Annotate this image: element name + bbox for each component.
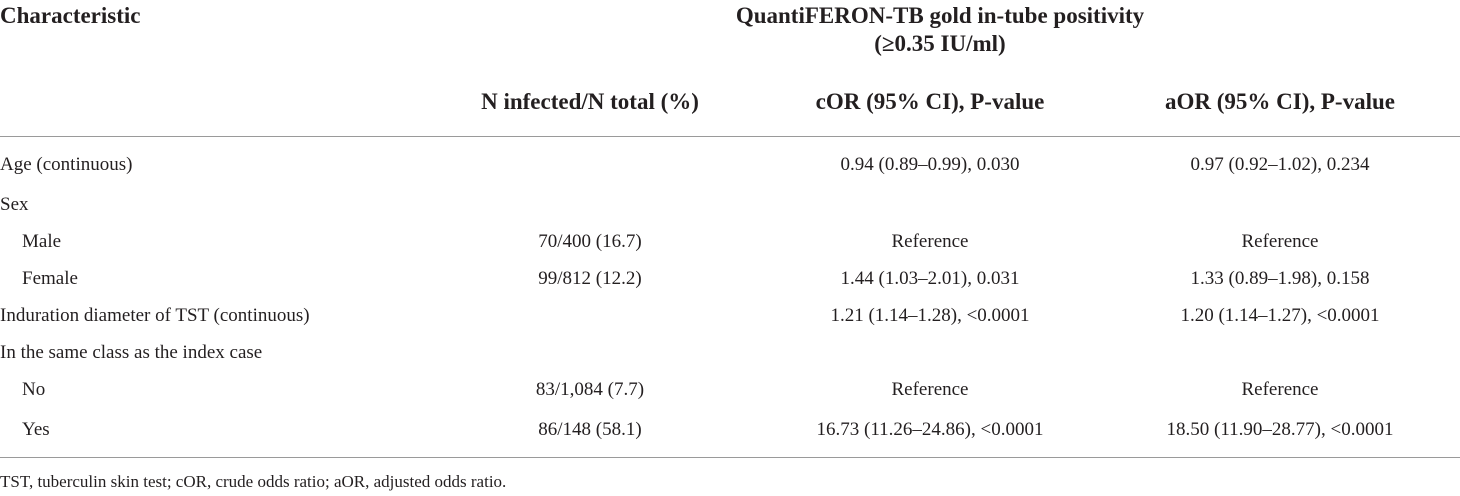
n-infected-cell: 70/400 (16.7) (538, 230, 642, 252)
n-infected-cell (420, 334, 760, 371)
aor-cell: Reference (1241, 230, 1319, 252)
table-row: In the same class as the index case (0, 334, 1460, 371)
table-body: Age (continuous) 0.94 (0.89–0.99), 0.030… (0, 137, 1460, 458)
table-row: Sex (0, 186, 1460, 223)
aor-cell (1100, 186, 1460, 223)
table-row: No 83/1,084 (7.7) Reference Reference (0, 371, 1460, 408)
aor-cell: Reference (1241, 378, 1319, 400)
table-row: Yes 86/148 (58.1) 16.73 (11.26–24.86), <… (0, 408, 1460, 458)
cor-cell: 0.94 (0.89–0.99), 0.030 (840, 153, 1020, 175)
n-infected-cell: 83/1,084 (7.7) (535, 378, 645, 400)
aor-cell: 18.50 (11.90–28.77), <0.0001 (1100, 408, 1460, 458)
header-row-group: Characteristic QuantiFERON-TB gold in-tu… (0, 0, 1460, 68)
row-label: Age (continuous) (0, 153, 133, 175)
header-row-columns: N infected/N total (%) cOR (95% CI), P-v… (0, 68, 1460, 137)
table-row: Induration diameter of TST (continuous) … (0, 297, 1460, 334)
cor-header: cOR (95% CI), P-value (760, 68, 1100, 137)
n-infected-cell (420, 186, 760, 223)
qft-header-line2: (≥0.35 IU/ml) (874, 31, 1006, 56)
n-infected-cell: 86/148 (58.1) (420, 408, 760, 458)
cor-cell: Reference (891, 378, 969, 400)
aor-cell: 0.97 (0.92–1.02), 0.234 (1190, 153, 1370, 175)
cor-cell (760, 334, 1100, 371)
cor-cell: 1.44 (1.03–2.01), 0.031 (840, 267, 1020, 289)
table-footnote: TST, tuberculin skin test; cOR, crude od… (0, 472, 507, 491)
row-label: No (22, 378, 46, 400)
n-infected-cell (420, 297, 760, 334)
n-infected-header: N infected/N total (%) (420, 68, 760, 137)
row-label: Sex (0, 193, 29, 215)
row-label: Yes (0, 408, 420, 458)
cor-cell: 16.73 (11.26–24.86), <0.0001 (760, 408, 1100, 458)
characteristic-header: Characteristic (0, 3, 141, 28)
table-row: Female 99/812 (12.2) 1.44 (1.03–2.01), 0… (0, 260, 1460, 297)
cor-cell (760, 186, 1100, 223)
row-label: Induration diameter of TST (continuous) (0, 304, 310, 326)
header-spacer (0, 68, 420, 137)
table-row: Male 70/400 (16.7) Reference Reference (0, 223, 1460, 260)
cor-cell: 1.21 (1.14–1.28), <0.0001 (830, 304, 1030, 326)
table-row: Age (continuous) 0.94 (0.89–0.99), 0.030… (0, 137, 1460, 187)
results-table-container: Characteristic QuantiFERON-TB gold in-tu… (0, 0, 1460, 458)
results-table: Characteristic QuantiFERON-TB gold in-tu… (0, 0, 1460, 458)
n-infected-cell (420, 137, 760, 187)
qft-header-line1: QuantiFERON-TB gold in-tube positivity (735, 3, 1145, 28)
aor-cell: 1.33 (0.89–1.98), 0.158 (1190, 267, 1370, 289)
table-header: Characteristic QuantiFERON-TB gold in-tu… (0, 0, 1460, 137)
aor-header: aOR (95% CI), P-value (1100, 68, 1460, 137)
cor-cell: Reference (891, 230, 969, 252)
row-label: Female (22, 267, 78, 289)
qft-positivity-header: QuantiFERON-TB gold in-tube positivity (… (420, 0, 1460, 68)
aor-cell (1100, 334, 1460, 371)
n-infected-cell: 99/812 (12.2) (538, 267, 642, 289)
row-label: Male (22, 230, 62, 252)
aor-cell: 1.20 (1.14–1.27), <0.0001 (1180, 304, 1380, 326)
row-label: In the same class as the index case (0, 341, 263, 363)
